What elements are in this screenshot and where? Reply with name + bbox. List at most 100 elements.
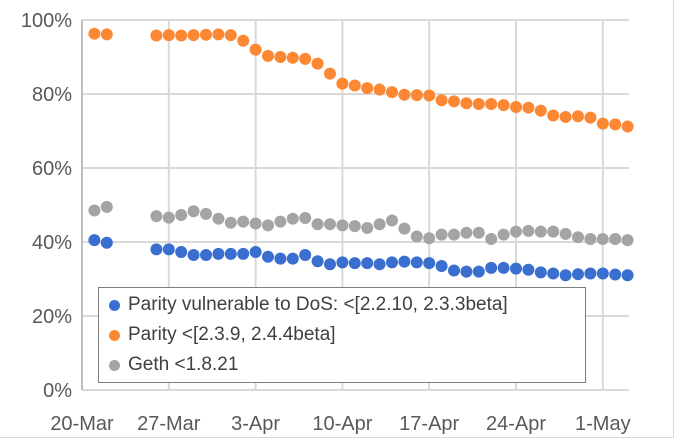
data-point xyxy=(522,263,535,276)
data-point xyxy=(435,260,448,273)
legend-label: Geth <1.8.21 xyxy=(128,354,239,375)
data-point xyxy=(274,215,287,228)
data-point xyxy=(336,219,349,232)
data-point xyxy=(609,233,622,246)
data-point xyxy=(200,248,212,261)
series-0 xyxy=(88,234,634,282)
data-point xyxy=(584,267,597,280)
data-point xyxy=(286,252,299,265)
data-point xyxy=(559,269,572,282)
series-1 xyxy=(88,27,634,133)
y-tick-label: 40% xyxy=(32,232,72,254)
data-point xyxy=(286,212,299,225)
data-point xyxy=(510,100,522,113)
data-point xyxy=(348,79,361,92)
data-point xyxy=(472,265,485,278)
data-point xyxy=(249,217,262,230)
data-point xyxy=(162,211,175,224)
data-point xyxy=(510,225,522,238)
x-tick-label: 20-Mar xyxy=(50,413,114,435)
legend-label: Parity <[2.3.9, 2.4.4beta] xyxy=(128,324,336,345)
chart-legend: Parity vulnerable to DoS: <[2.2.10, 2.3.… xyxy=(98,287,586,383)
data-points xyxy=(88,27,634,282)
data-point xyxy=(249,245,262,258)
data-point xyxy=(361,221,374,234)
data-point xyxy=(410,256,423,269)
data-point xyxy=(460,226,473,239)
data-point xyxy=(324,258,336,271)
data-point xyxy=(522,101,535,114)
data-point xyxy=(237,247,250,260)
data-point xyxy=(398,222,411,235)
data-point xyxy=(212,247,225,260)
data-point xyxy=(175,208,188,221)
data-point xyxy=(398,88,411,101)
legend-item-geth: Geth <1.8.21 xyxy=(109,350,585,380)
data-point xyxy=(572,110,584,123)
data-point xyxy=(572,231,584,244)
data-point xyxy=(448,95,460,108)
data-point xyxy=(522,224,535,237)
data-point xyxy=(88,204,101,217)
data-point xyxy=(547,109,560,122)
data-point xyxy=(88,234,101,247)
data-point xyxy=(609,268,622,281)
data-point xyxy=(249,43,262,56)
data-point xyxy=(460,97,473,110)
data-point xyxy=(534,225,547,238)
data-point xyxy=(423,89,436,102)
data-point xyxy=(175,29,188,42)
x-axis-ticks: 20-Mar 27-Mar 3-Apr 10-Apr 17-Apr 24-Apr 1-May xyxy=(50,413,630,435)
data-point xyxy=(373,83,386,96)
data-point xyxy=(510,262,522,275)
data-point xyxy=(299,52,312,65)
data-point xyxy=(150,210,163,223)
legend-marker-icon xyxy=(109,329,120,341)
data-point xyxy=(262,250,274,263)
data-point xyxy=(497,261,510,274)
y-tick-label: 100% xyxy=(21,10,72,32)
data-point xyxy=(324,218,336,231)
data-point xyxy=(448,264,460,277)
data-point xyxy=(621,120,634,133)
data-point xyxy=(435,228,448,241)
data-point xyxy=(200,207,212,220)
x-tick-label: 10-Apr xyxy=(312,413,372,435)
data-point xyxy=(274,51,287,63)
data-point xyxy=(596,267,609,280)
data-point xyxy=(435,94,448,107)
data-point xyxy=(596,117,609,130)
data-point xyxy=(100,236,113,249)
y-tick-label: 20% xyxy=(32,306,72,328)
data-point xyxy=(100,200,113,213)
x-tick-label: 27-Mar xyxy=(137,413,201,435)
x-tick-label: 1-May xyxy=(575,413,631,435)
data-point xyxy=(572,268,584,281)
data-point xyxy=(386,256,398,269)
data-point xyxy=(596,233,609,246)
data-point xyxy=(150,29,163,42)
data-point xyxy=(348,257,361,270)
data-point xyxy=(621,234,634,247)
data-point xyxy=(472,97,485,110)
data-point xyxy=(311,57,324,70)
data-point xyxy=(485,261,498,274)
data-point xyxy=(497,228,510,241)
legend-item-parity-dos: Parity vulnerable to DoS: <[2.2.10, 2.3.… xyxy=(109,290,585,320)
data-point xyxy=(348,220,361,233)
data-point xyxy=(224,247,237,260)
data-point xyxy=(621,269,634,282)
data-point xyxy=(559,110,572,123)
data-point xyxy=(212,28,225,41)
data-point xyxy=(423,232,436,245)
data-point xyxy=(162,29,175,42)
data-point xyxy=(88,27,101,40)
data-point xyxy=(187,205,200,218)
data-point xyxy=(100,28,113,41)
data-point xyxy=(386,214,398,227)
data-point xyxy=(534,266,547,279)
legend-marker-icon xyxy=(109,359,120,371)
legend-marker-icon xyxy=(109,299,120,311)
data-point xyxy=(373,218,386,231)
